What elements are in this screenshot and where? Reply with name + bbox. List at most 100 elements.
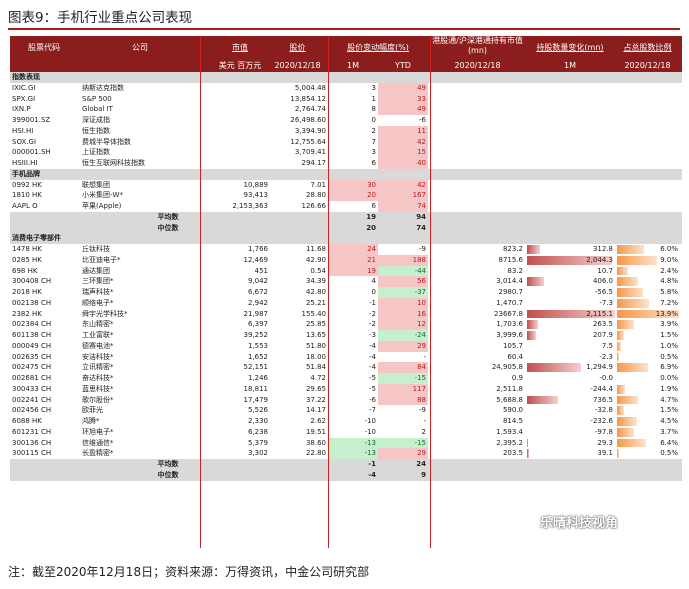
share-price: 3,709.41	[294, 148, 326, 157]
stock-code: 2018 HK	[12, 288, 42, 296]
holding-change: -232.6	[590, 417, 613, 425]
holding-pct: 0.5%	[660, 449, 678, 458]
change-1m: 6	[371, 159, 376, 167]
stock-code: SOX.GI	[12, 137, 37, 146]
table-row: 002456 CH 欧菲光 5,526 14.17 -7 -9 590.0 -32.8 1.5%	[10, 405, 682, 416]
market-cap: 1,652	[247, 352, 268, 361]
holding-change: 39.1	[597, 449, 613, 458]
table-row: 002681 CH 奋达科技* 1,246 4.72 -5 -15 0.9 -0.0 0.0%	[10, 373, 682, 384]
change-1m: -4	[369, 341, 376, 350]
holding-pct: 9.0%	[660, 255, 678, 264]
holding-change: 406.0	[592, 277, 613, 286]
company-name: 蓝思科技*	[82, 384, 114, 393]
summary-row: 中位数 20 74	[10, 222, 682, 234]
holdchg-bar	[527, 363, 581, 372]
holding-change: -244.4	[590, 384, 613, 393]
market-cap: 52,151	[243, 363, 269, 372]
holding-pct: 4.7%	[660, 395, 678, 404]
holdchg-bar	[527, 449, 529, 458]
share-price: 22.80	[305, 449, 326, 458]
share-price: 5,004.48	[294, 83, 326, 92]
company-name: 费城半导体指数	[82, 137, 131, 146]
market-cap	[210, 83, 270, 94]
share-price: 4.72	[310, 374, 326, 382]
market-cap: 12,469	[243, 255, 269, 264]
company-name: 立讯精密*	[82, 363, 114, 372]
holdchg-bar	[527, 245, 540, 254]
holdpct-bar	[617, 298, 650, 308]
change-1m: 21	[328, 254, 378, 266]
stock-code: 002138 CH	[12, 298, 52, 307]
share-price: 2.62	[310, 417, 326, 425]
company-name: 三环集团*	[82, 277, 114, 286]
holding-pct: 4.5%	[660, 417, 678, 425]
stock-code: 300136 CH	[12, 438, 52, 447]
change-1m: -13	[328, 448, 378, 459]
holding-value: 0.9	[511, 374, 523, 382]
holding-change: 312.8	[592, 245, 613, 253]
share-price: 38.60	[305, 438, 326, 447]
change-ytd: 56	[378, 276, 428, 287]
holding-value: 3,014.4	[496, 277, 523, 286]
change-ytd: 117	[378, 383, 428, 395]
holdchg-bar	[527, 395, 558, 405]
share-price: 13.65	[305, 331, 326, 339]
company-name: Global IT	[82, 105, 113, 114]
col-divider	[328, 36, 329, 548]
change-ytd: -44	[378, 265, 428, 277]
holdpct-bar	[617, 277, 639, 286]
company-name: 联想集团	[82, 180, 110, 189]
summary-1m: -4	[368, 470, 376, 479]
holding-change: -56.5	[594, 288, 613, 296]
change-ytd: 84	[378, 362, 428, 373]
mktcap-unit: 美元 百万元	[218, 61, 262, 70]
company-name: 环旭电子*	[82, 427, 114, 436]
share-price: 19.51	[305, 427, 326, 436]
change-1m: 19	[328, 265, 378, 277]
holding-pct: 1.0%	[660, 341, 678, 350]
summary-ytd: 74	[416, 223, 426, 232]
holdpct-bar	[617, 266, 628, 276]
market-cap: 9,042	[247, 277, 268, 286]
change-ytd: -24	[378, 330, 428, 341]
holding-value: 823.2	[502, 245, 523, 253]
holdpct-bar	[617, 255, 658, 265]
holdchg-bar	[527, 277, 544, 286]
share-price: 51.80	[305, 341, 326, 350]
summary-label: 平均数	[157, 460, 179, 468]
table-row: 601231 CH 环旭电子* 6,238 19.51 -10 2 1,593.4 -97.8…	[10, 427, 682, 438]
company-name: 歌尔股份*	[82, 395, 114, 404]
watermark: 乐晴科技视角	[540, 516, 619, 531]
stock-code: 399001.SZ	[12, 116, 51, 124]
summary-1m: -1	[368, 460, 376, 468]
stock-code: HSI.HI	[12, 126, 34, 135]
company-name: 欧菲光	[82, 406, 103, 415]
section-label: 消费电子零部件	[12, 234, 61, 243]
market-cap	[210, 137, 270, 148]
summary-row: 平均数 19 94	[10, 211, 682, 223]
holding-change: 29.3	[597, 438, 613, 447]
stock-code: HSIII.HI	[12, 159, 38, 167]
table-row: 300433 CH 蓝思科技* 18,811 29.65 -5 117 2,511.8 -24…	[10, 383, 682, 395]
table-row: 002138 CH 顺络电子* 2,942 25.21 -1 10 1,470.7 -7.3 7…	[10, 297, 682, 309]
m1-header: 1M	[347, 61, 359, 70]
holding-change: -7.3	[599, 298, 613, 307]
summary-label: 中位数	[157, 470, 179, 479]
company-name: 信维通信*	[82, 438, 114, 447]
table-row: AAPL O 苹果(Apple) 2,153,363 126.66 6 74	[10, 201, 682, 212]
holdchg-bar	[527, 438, 529, 448]
change-ytd: 2	[421, 427, 426, 436]
summary-label: 中位数	[157, 223, 179, 232]
change-1m: 3	[371, 83, 376, 92]
change-ytd: 12	[378, 319, 428, 330]
market-cap	[210, 147, 270, 158]
change-1m: -2	[369, 320, 376, 329]
holdpct-date: 2020/12/18	[624, 61, 671, 70]
change-1m: -2	[369, 309, 376, 318]
summary-1m: 20	[366, 223, 376, 232]
change-ytd: -37	[378, 287, 428, 298]
holdpct-bar	[617, 406, 624, 415]
market-cap: 10,889	[243, 180, 269, 189]
market-cap	[210, 115, 270, 126]
change-ytd: -9	[419, 245, 426, 253]
